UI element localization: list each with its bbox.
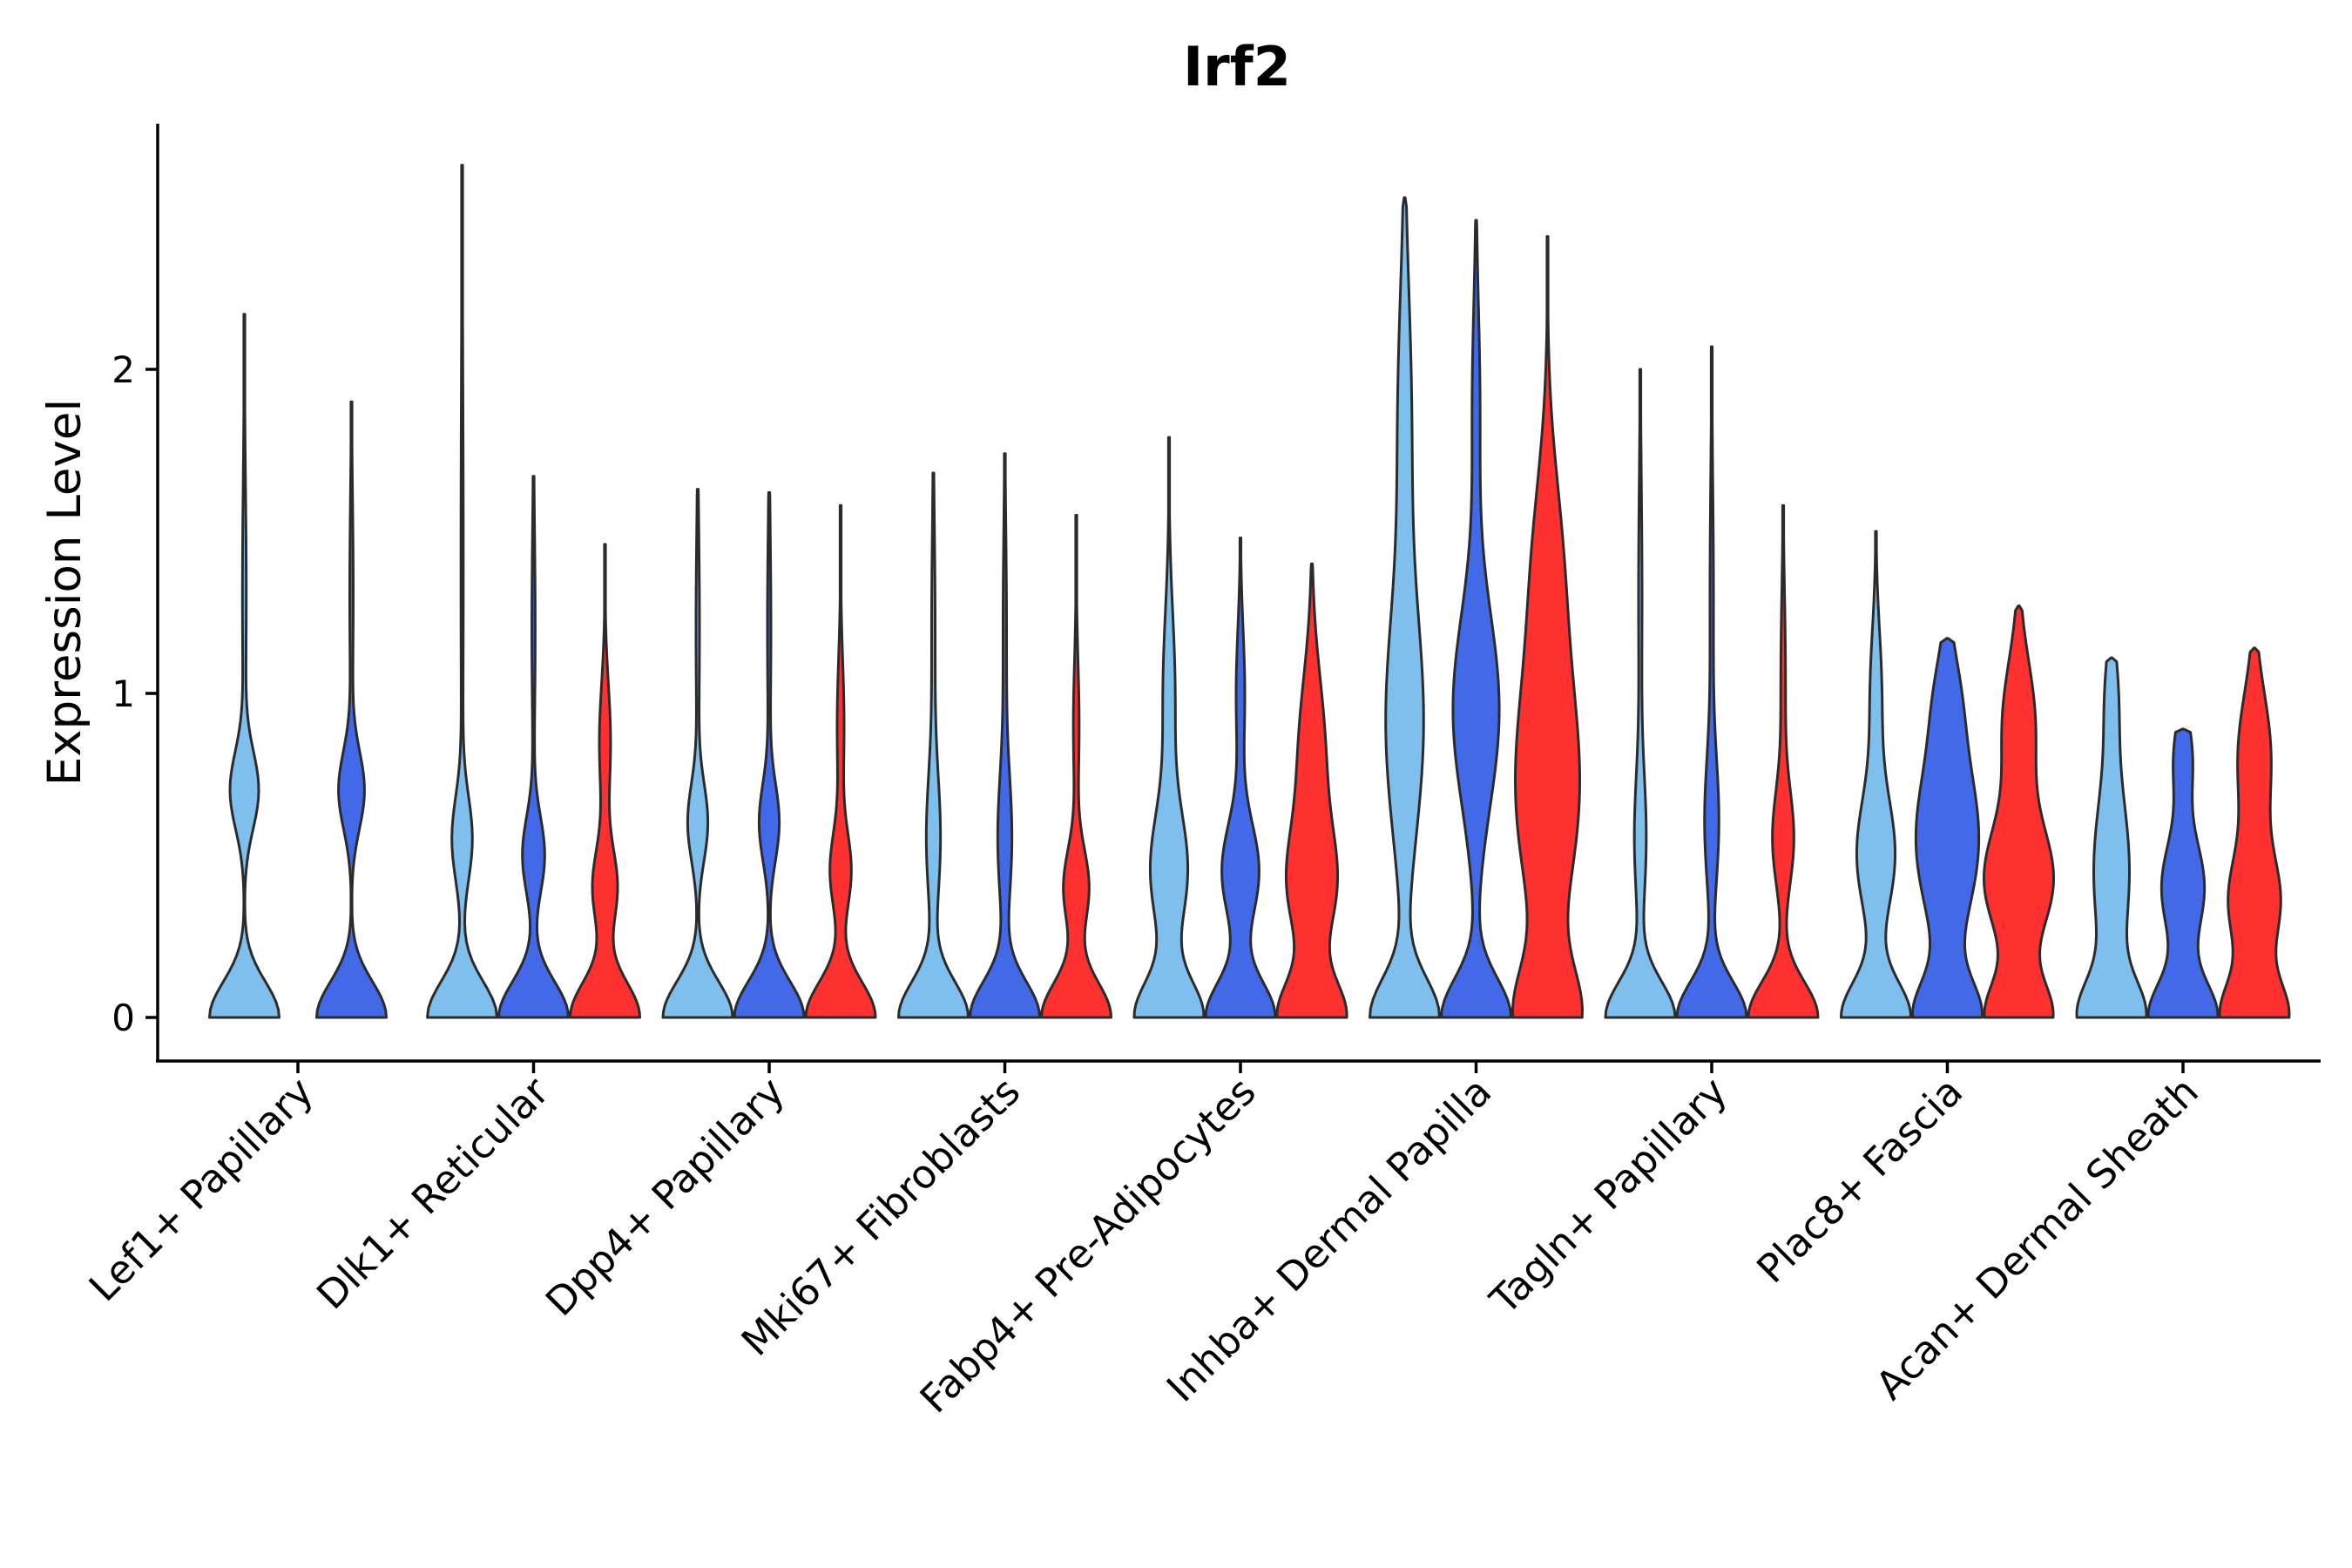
violin bbox=[969, 452, 1041, 1019]
chart-title: Irf2 bbox=[1183, 35, 1291, 98]
violin bbox=[733, 490, 806, 1019]
violin bbox=[1840, 530, 1912, 1019]
violin bbox=[1747, 504, 1820, 1019]
x-tick-label: Lef1+ Papillary bbox=[80, 1068, 322, 1310]
violin bbox=[1040, 513, 1112, 1019]
violin bbox=[1369, 196, 1441, 1019]
violin bbox=[1604, 368, 1677, 1019]
x-tick-label: Dlk1+ Reticular bbox=[308, 1068, 558, 1318]
violin bbox=[497, 475, 570, 1019]
y-tick-label: 0 bbox=[112, 997, 135, 1039]
violin bbox=[897, 471, 970, 1019]
y-axis-label: Expression Level bbox=[38, 399, 91, 786]
x-tick-label: Tagln+ Papillary bbox=[1481, 1068, 1736, 1323]
x-tick-label: Plac8+ Fascia bbox=[1747, 1068, 1971, 1292]
violin bbox=[569, 543, 641, 1019]
violin bbox=[315, 400, 388, 1019]
violin bbox=[426, 164, 498, 1019]
plot-area bbox=[208, 164, 2291, 1019]
violin bbox=[2218, 646, 2291, 1019]
violin bbox=[1275, 562, 1348, 1019]
violin bbox=[1132, 436, 1206, 1019]
violin bbox=[1204, 536, 1277, 1019]
violin bbox=[1440, 219, 1512, 1019]
violin bbox=[1911, 637, 1984, 1019]
violin bbox=[1983, 605, 2055, 1019]
y-tick-label: 1 bbox=[112, 672, 135, 715]
y-tick-label: 2 bbox=[112, 348, 135, 391]
violin bbox=[2075, 656, 2148, 1019]
violin bbox=[1511, 234, 1584, 1019]
violin bbox=[1675, 345, 1748, 1019]
violin bbox=[804, 504, 877, 1019]
x-tick-label: Dpp4+ Papillary bbox=[537, 1068, 794, 1325]
violin bbox=[2146, 727, 2220, 1019]
violin bbox=[208, 313, 280, 1019]
violin bbox=[661, 488, 734, 1019]
